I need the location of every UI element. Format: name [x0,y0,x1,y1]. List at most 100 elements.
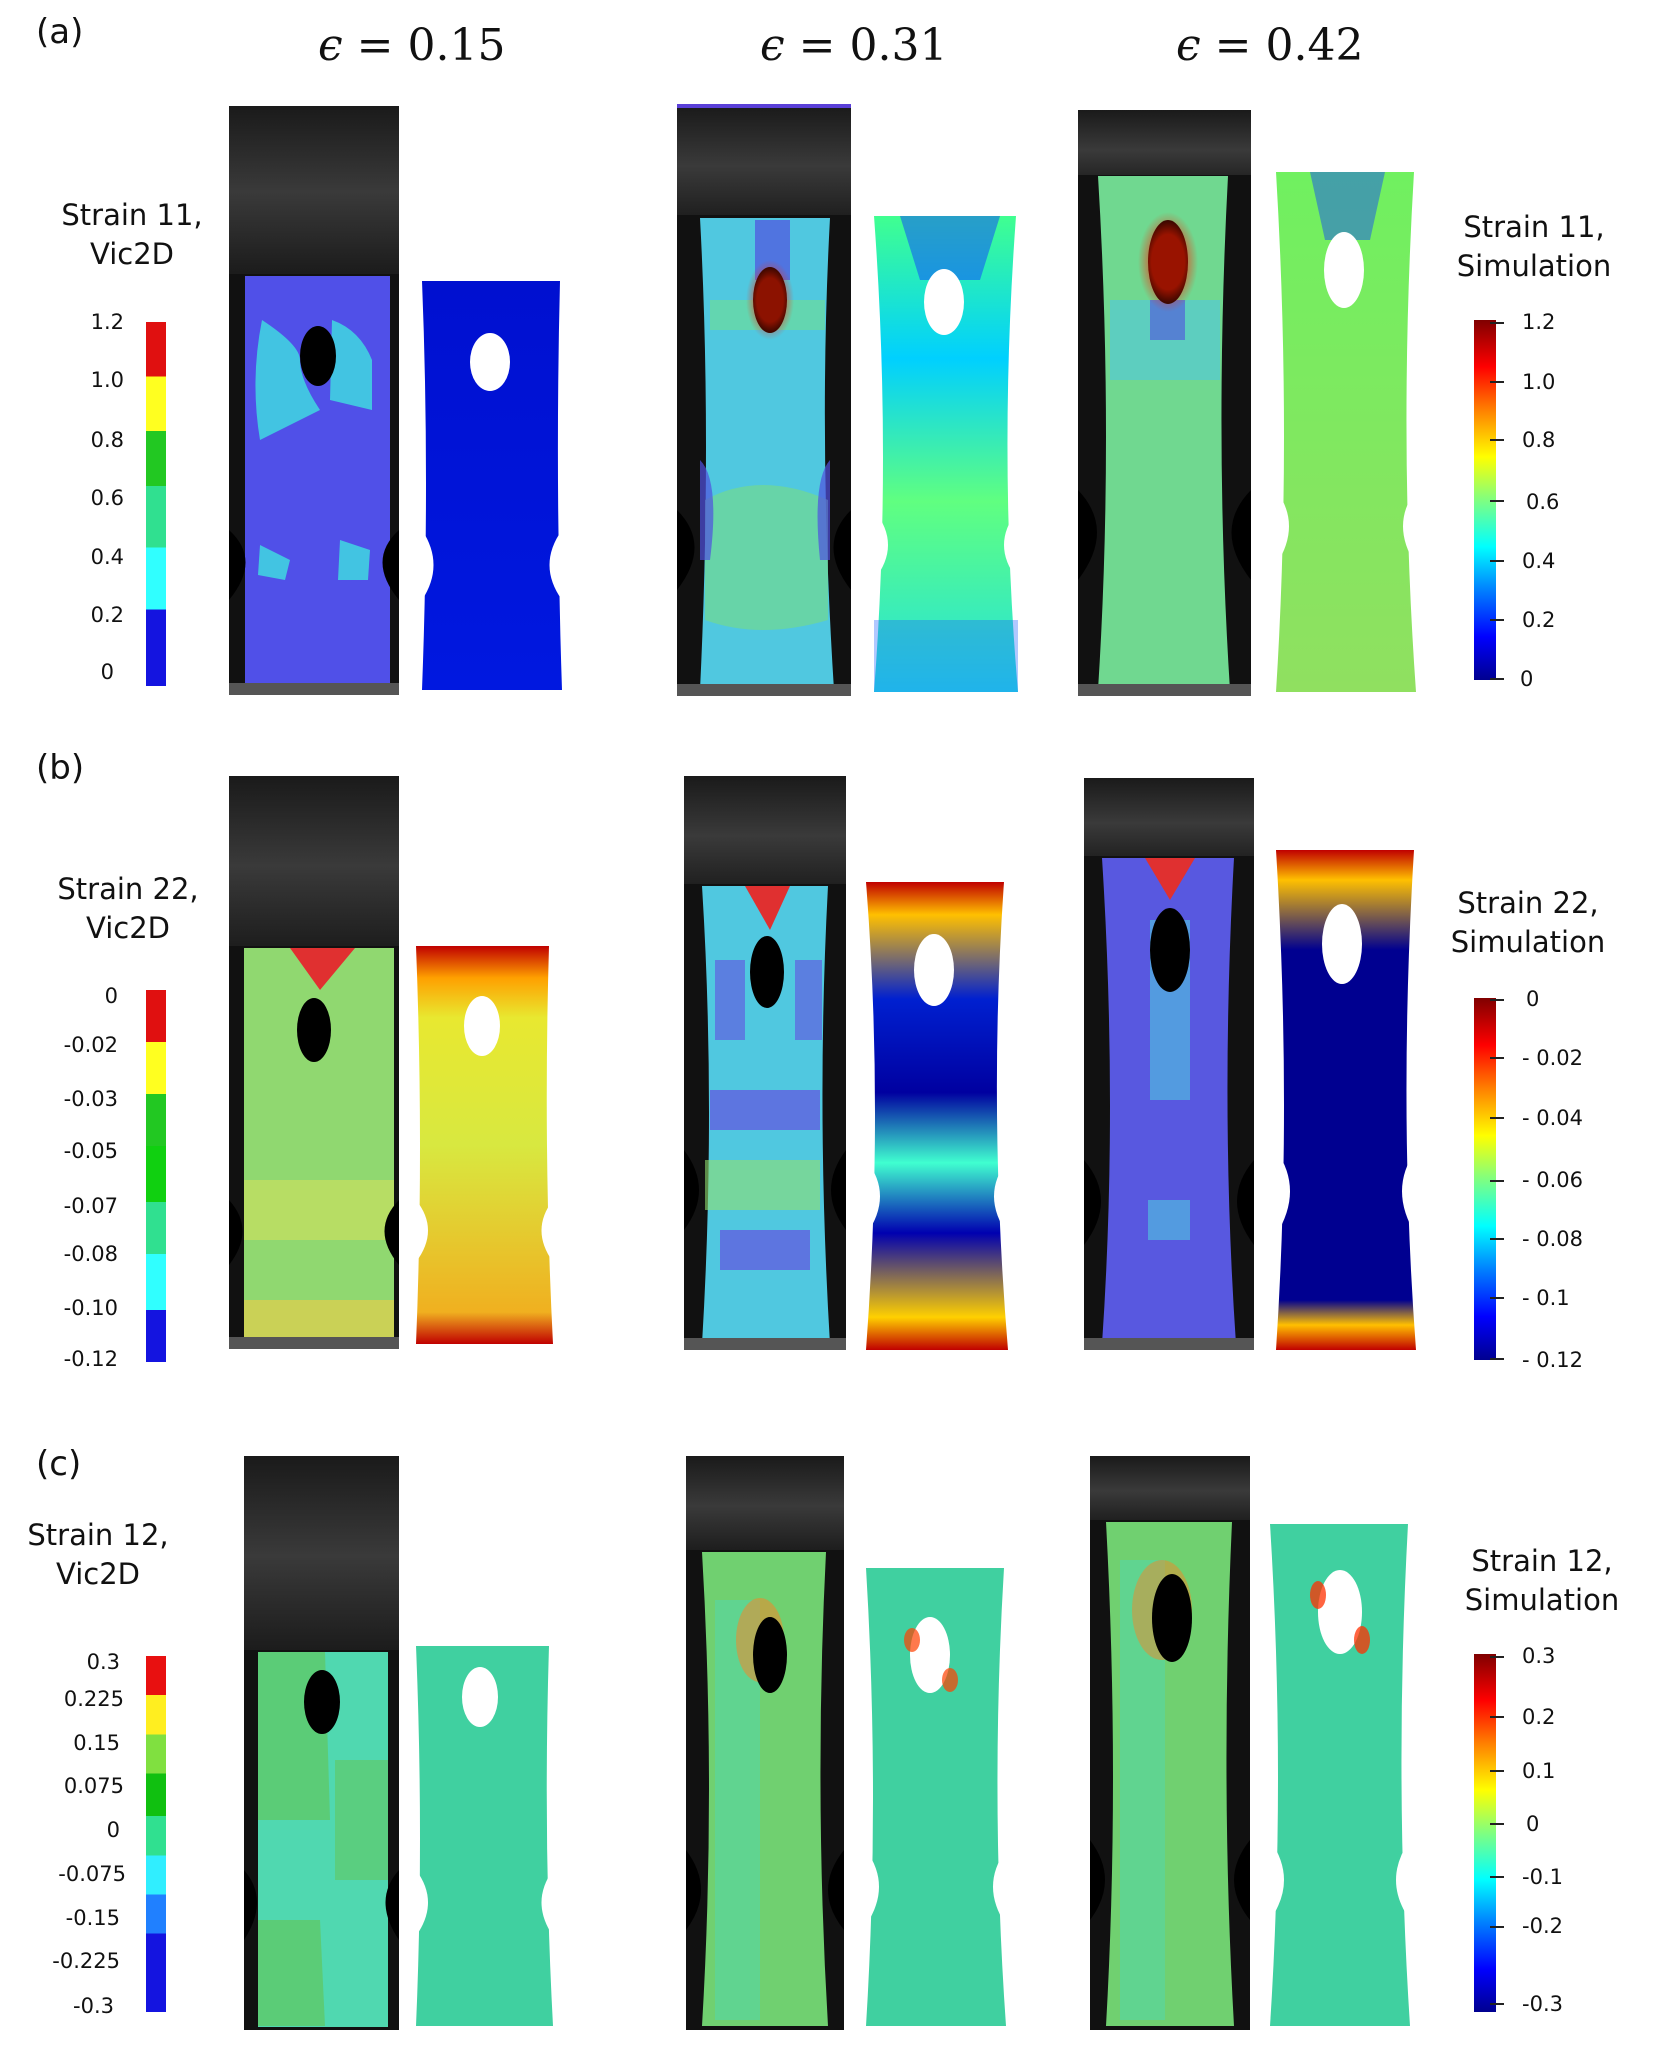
tick-mark [1490,1117,1504,1119]
panel-c-vic2d-title: Strain 12, Vic2D [0,1516,208,1594]
panel-b-simulation-image-2 [866,882,1008,1350]
panel-label-b: (b) [36,748,85,788]
tick-mark [1490,439,1504,441]
title-line-1: Strain 11, [1463,210,1605,244]
panel-c-vic2d-tick: 0.15 [73,1731,120,1755]
panel-b-vic2d-colorbar [146,990,166,1362]
panel-c-vic2d-tick: 0.3 [86,1650,120,1674]
title-line-2: Vic2D [86,911,170,945]
panel-c-dic-image-2 [686,1456,844,2030]
strain-level-header-1: ϵ = 0.15 [318,20,505,71]
title-line-2: Simulation [1456,249,1612,283]
panel-a-simulation-tick: 1.0 [1522,370,1556,394]
panel-b-vic2d-tick: -0.07 [63,1194,118,1218]
panel-a-vic2d-tick: 0.6 [90,486,124,510]
panel-b-simulation-tick: 0 [1526,987,1540,1011]
panel-b-vic2d-tick: -0.05 [63,1139,118,1163]
panel-a-vic2d-tick: 0.4 [90,545,124,569]
panel-b-simulation-tick: - 0.06 [1522,1168,1584,1192]
strain-level-value: 0.15 [407,20,506,71]
panel-b-vic2d-tick: -0.10 [63,1296,118,1320]
panel-b-simulation-image-3 [1276,850,1416,1350]
panel-b-simulation-title: Strain 22, Simulation [1418,884,1638,962]
panel-c-vic2d-tick: -0.15 [65,1906,120,1930]
panel-c-vic2d-tick: -0.075 [58,1862,126,1886]
panel-b-vic2d-tick: -0.02 [63,1033,118,1057]
title-line-1: Strain 22, [57,872,199,906]
panel-c-dic-image-3 [1090,1456,1250,2030]
panel-a-dic-image-1 [229,106,399,695]
panel-a-simulation-tick: 0.8 [1522,428,1556,452]
title-line-1: Strain 12, [1471,1544,1613,1578]
epsilon-symbol: ϵ [1176,20,1201,71]
title-line-1: Strain 11, [61,198,203,232]
tick-mark [1490,1656,1504,1658]
panel-a-vic2d-tick: 0.2 [90,603,124,627]
panel-a-simulation-tick: 0.2 [1522,608,1556,632]
panel-c-simulation-tick: -0.3 [1522,1992,1563,2016]
panel-b-vic2d-tick: -0.08 [63,1242,118,1266]
panel-b-vic2d-tick: -0.12 [63,1347,118,1371]
panel-a-vic2d-tick: 1.2 [90,310,124,334]
panel-a-simulation-title: Strain 11, Simulation [1424,208,1644,286]
title-line-2: Simulation [1450,925,1606,959]
panel-a-dic-image-3 [1078,110,1251,696]
tick-mark [1490,1823,1504,1825]
panel-c-simulation-tick: 0.1 [1522,1759,1556,1783]
panel-b-dic-image-2 [684,776,846,1350]
panel-c-simulation-tick: -0.1 [1522,1865,1563,1889]
tick-mark [1490,322,1504,324]
panel-a-simulation-image-2 [874,216,1018,692]
panel-c-dic-image-1 [244,1456,399,2030]
panel-a-vic2d-tick: 0.8 [90,428,124,452]
panel-c-simulation-colorbar [1474,1654,1496,2012]
panel-c-simulation-tick: -0.2 [1522,1914,1563,1938]
tick-mark [1490,1057,1504,1059]
panel-c-simulation-tick: 0 [1526,1812,1540,1836]
title-line-2: Vic2D [56,1557,140,1591]
epsilon-symbol: ϵ [318,20,343,71]
tick-mark [1490,1358,1504,1360]
panel-c-simulation-image-1 [416,1646,553,2026]
equals-sign: = [1200,20,1266,71]
panel-c-simulation-image-3 [1270,1524,1410,2026]
tick-mark [1490,1238,1504,1240]
panel-b-simulation-colorbar [1474,998,1496,1360]
strain-level-header-2: ϵ = 0.31 [760,20,947,71]
tick-mark [1490,1716,1504,1718]
panel-b-vic2d-title: Strain 22, Vic2D [18,870,238,948]
panel-a-simulation-tick: 1.2 [1522,310,1556,334]
title-line-2: Vic2D [90,237,174,271]
panel-a-vic2d-colorbar [146,322,166,686]
tick-mark [1490,678,1504,680]
panel-a-simulation-image-1 [422,281,562,690]
panel-a-simulation-tick: 0.6 [1526,490,1560,514]
tick-mark [1490,1770,1504,1772]
panel-label-c: (c) [36,1444,82,1484]
panel-b-simulation-tick: - 0.12 [1522,1348,1584,1372]
title-line-1: Strain 22, [1457,886,1599,920]
tick-mark [1490,1926,1504,1928]
panel-c-vic2d-tick: -0.3 [73,1994,114,2018]
panel-b-simulation-tick: - 0.02 [1522,1046,1584,1070]
panel-a-simulation-tick: 0.4 [1522,549,1556,573]
strain-level-header-3: ϵ = 0.42 [1176,20,1363,71]
tick-mark [1490,1180,1504,1182]
panel-a-simulation-tick: 0 [1520,667,1534,691]
panel-b-dic-image-3 [1084,778,1254,1350]
panel-b-simulation-tick: - 0.08 [1522,1227,1584,1251]
panel-c-simulation-tick: 0.2 [1522,1705,1556,1729]
strain-level-value: 0.42 [1265,20,1364,71]
panel-a-vic2d-tick: 1.0 [90,368,124,392]
panel-c-vic2d-tick: 0.075 [63,1774,124,1798]
panel-b-vic2d-tick: -0.03 [63,1087,118,1111]
panel-b-vic2d-tick: 0 [104,984,118,1008]
panel-b-simulation-image-1 [416,946,553,1344]
panel-a-simulation-image-3 [1276,172,1416,692]
panel-a-dic-image-2 [677,104,851,696]
tick-mark [1490,1297,1504,1299]
panel-label-a: (a) [36,12,84,52]
panel-b-simulation-tick: - 0.04 [1522,1106,1584,1130]
tick-mark [1490,560,1504,562]
panel-b-simulation-tick: - 0.1 [1522,1286,1570,1310]
